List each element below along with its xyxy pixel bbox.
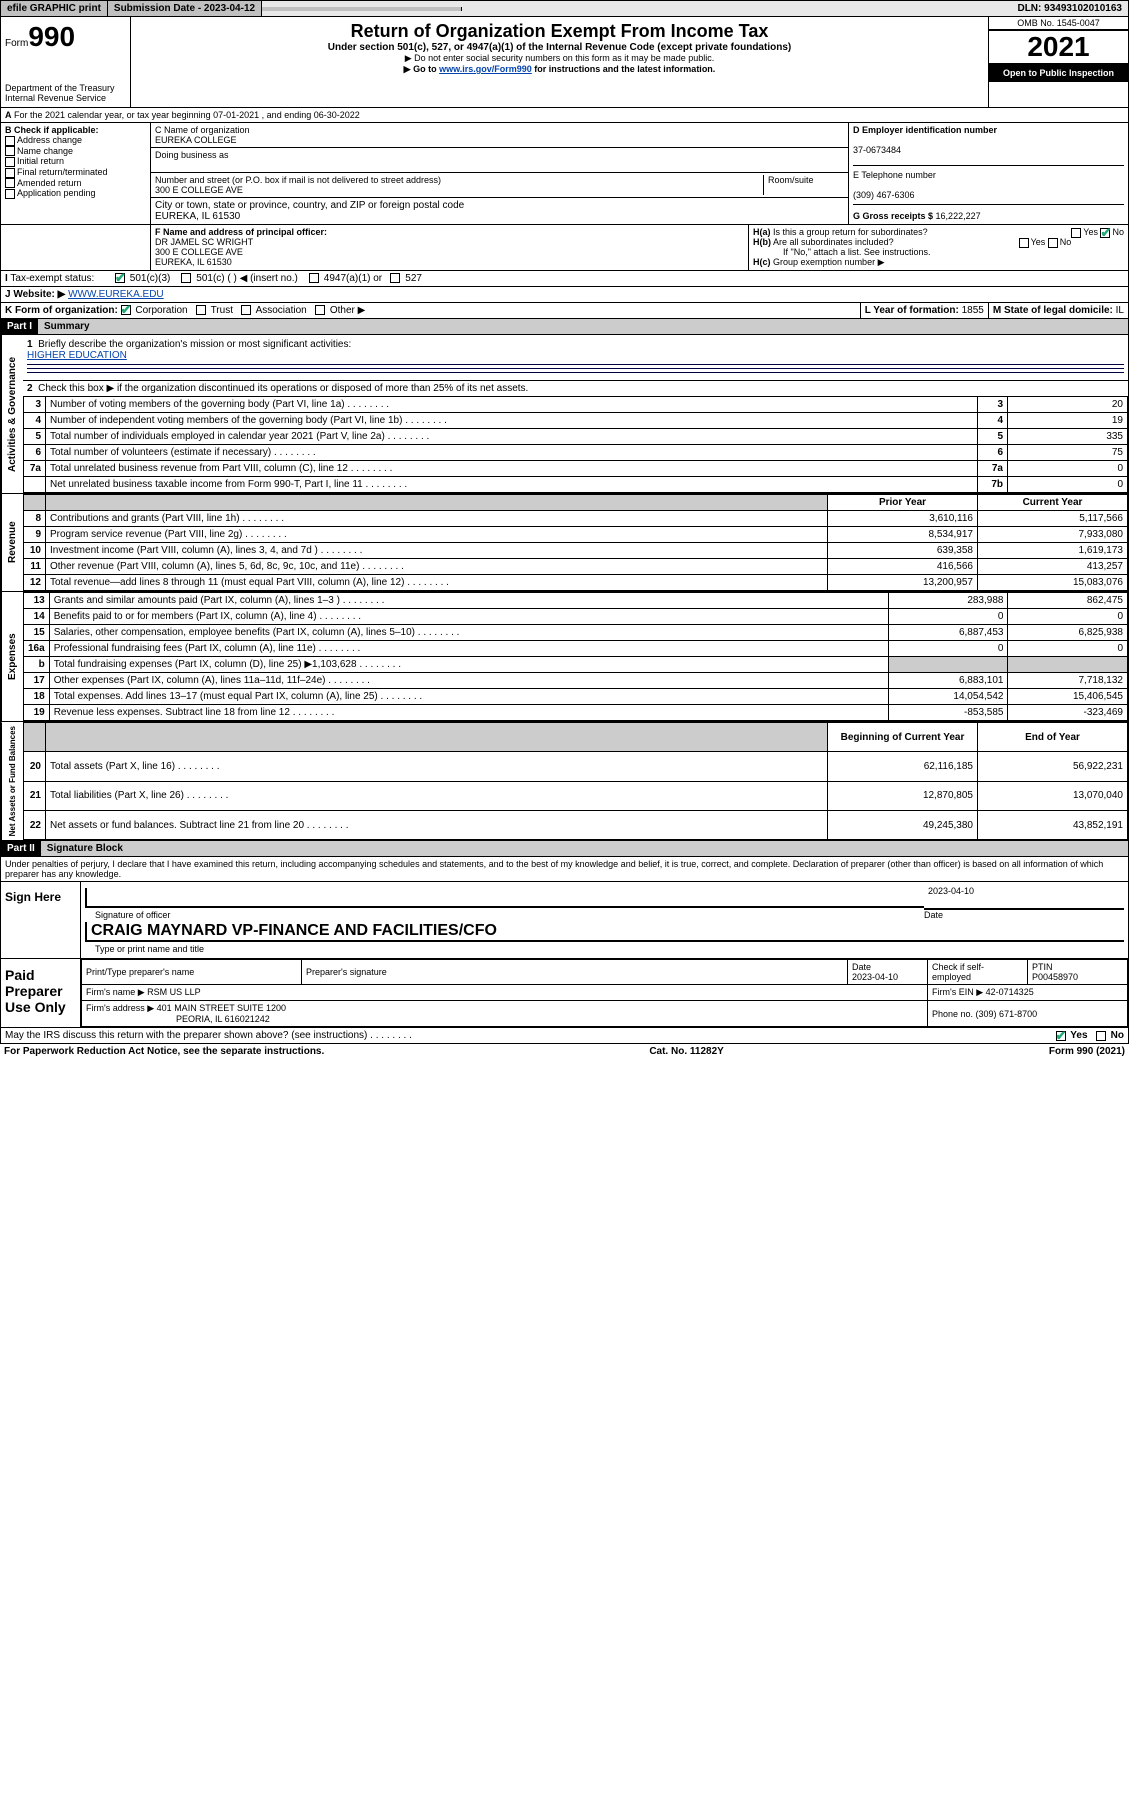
ptin: P00458970 <box>1032 972 1078 982</box>
irs-link[interactable]: www.irs.gov/Form990 <box>439 64 532 74</box>
omb-number: OMB No. 1545-0047 <box>989 17 1128 30</box>
hb-no[interactable] <box>1048 238 1058 248</box>
form-title: Return of Organization Exempt From Incom… <box>135 21 984 42</box>
assoc-check[interactable] <box>241 305 251 315</box>
amended-check[interactable] <box>5 178 15 188</box>
footer-left: For Paperwork Reduction Act Notice, see … <box>4 1046 324 1057</box>
part-i-title: Summary <box>38 319 1128 334</box>
form-subtitle: Under section 501(c), 527, or 4947(a)(1)… <box>135 42 984 53</box>
discuss-no[interactable] <box>1096 1031 1106 1041</box>
initial-return-check[interactable] <box>5 157 15 167</box>
vlabel-rev: Revenue <box>1 494 23 591</box>
officer-name-title: CRAIG MAYNARD VP-FINANCE AND FACILITIES/… <box>85 922 1124 942</box>
paid-prep-label: Paid Preparer Use Only <box>1 959 81 1027</box>
mission-link[interactable]: HIGHER EDUCATION <box>27 350 127 361</box>
section-b: B Check if applicable: Address change Na… <box>1 123 151 224</box>
501c3-check[interactable] <box>115 273 125 283</box>
ha-no[interactable] <box>1100 228 1110 238</box>
ha-yes[interactable] <box>1071 228 1081 238</box>
website-link[interactable]: WWW.EUREKA.EDU <box>68 289 164 300</box>
corp-check[interactable] <box>121 305 131 315</box>
blank-btn <box>262 7 462 11</box>
part-i-hdr: Part I <box>1 319 38 334</box>
hb-yes[interactable] <box>1019 238 1029 248</box>
addr-change-check[interactable] <box>5 136 15 146</box>
section-a: For the 2021 calendar year, or tax year … <box>14 110 360 120</box>
year-formation: 1855 <box>962 305 984 316</box>
form-number: 990 <box>28 21 75 52</box>
gross-receipts: 16,222,227 <box>936 211 981 221</box>
vlabel-gov: Activities & Governance <box>1 335 23 493</box>
open-public: Open to Public Inspection <box>989 64 1128 82</box>
ein: 37-0673484 <box>853 145 901 155</box>
vlabel-exp: Expenses <box>1 592 23 721</box>
footer-right: Form 990 (2021) <box>1049 1046 1125 1057</box>
firm-ein: 42-0714325 <box>986 987 1034 997</box>
dln: DLN: 93493102010163 <box>1011 1 1128 16</box>
other-check[interactable] <box>315 305 325 315</box>
tax-year: 2021 <box>989 30 1128 64</box>
discuss-yes[interactable] <box>1056 1031 1066 1041</box>
form-header: Form990 Department of the Treasury Inter… <box>0 17 1129 108</box>
org-address: 300 E COLLEGE AVE <box>155 185 243 195</box>
final-return-check[interactable] <box>5 168 15 178</box>
app-pending-check[interactable] <box>5 189 15 199</box>
footer-center: Cat. No. 11282Y <box>649 1046 723 1057</box>
527-check[interactable] <box>390 273 400 283</box>
part-ii-hdr: Part II <box>1 841 41 856</box>
name-change-check[interactable] <box>5 146 15 156</box>
phone: (309) 467-6306 <box>853 190 915 200</box>
efile-btn[interactable]: efile GRAPHIC print <box>1 1 108 16</box>
4947-check[interactable] <box>309 273 319 283</box>
irs-label: Internal Revenue Service <box>5 93 126 103</box>
501c-check[interactable] <box>181 273 191 283</box>
part-ii-title: Signature Block <box>41 841 1128 856</box>
sign-here-label: Sign Here <box>1 882 81 958</box>
form-word: Form <box>5 38 28 49</box>
trust-check[interactable] <box>196 305 206 315</box>
submission-date[interactable]: Submission Date - 2023-04-12 <box>108 1 262 16</box>
firm-phone: (309) 671-8700 <box>976 1009 1038 1019</box>
dept-treasury: Department of the Treasury <box>5 83 126 93</box>
org-name: EUREKA COLLEGE <box>155 135 237 145</box>
org-city: EUREKA, IL 61530 <box>155 211 240 222</box>
topbar: efile GRAPHIC print Submission Date - 20… <box>0 0 1129 17</box>
vlabel-net: Net Assets or Fund Balances <box>1 722 23 840</box>
perjury-decl: Under penalties of perjury, I declare th… <box>0 857 1129 882</box>
officer-name: DR JAMEL SC WRIGHT <box>155 237 253 247</box>
form-note2: ▶ Go to www.irs.gov/Form990 for instruct… <box>135 64 984 75</box>
domicile: IL <box>1116 305 1124 316</box>
form-note1: ▶ Do not enter social security numbers o… <box>135 53 984 64</box>
firm-addr: 401 MAIN STREET SUITE 1200 <box>157 1003 286 1013</box>
firm-name: RSM US LLP <box>147 987 201 997</box>
